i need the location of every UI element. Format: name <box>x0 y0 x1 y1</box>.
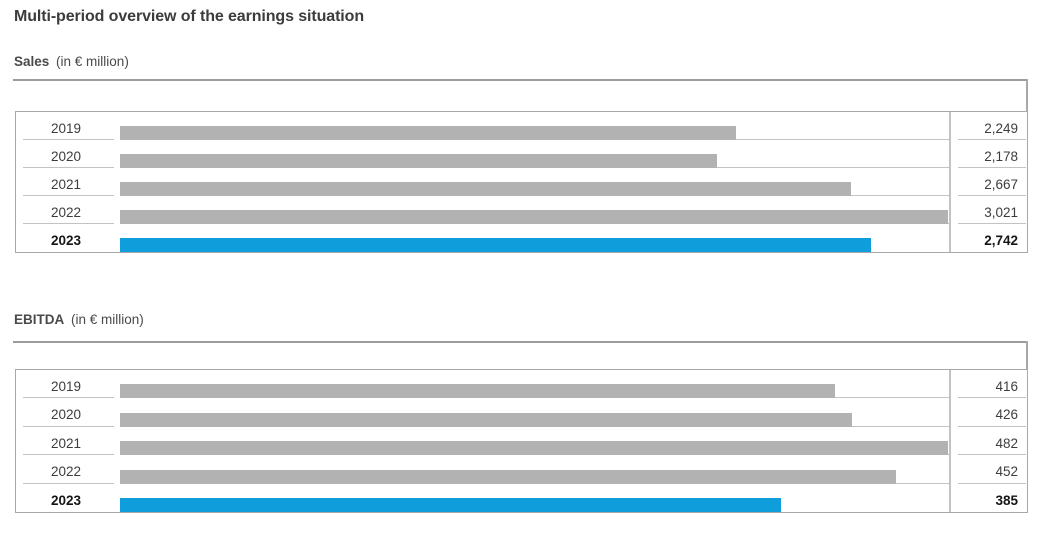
year-label: 2023 <box>50 232 82 248</box>
sales-row-2023: 2023 2,742 <box>16 224 1027 252</box>
ebitda-bar-2019 <box>120 384 835 399</box>
value-cell: 2,249 <box>951 112 1027 140</box>
value-cell: 426 <box>951 398 1027 428</box>
sales-chart-rows: 2019 2,249 2020 2,178 2021 2,667 2022 3,021 2023… <box>16 112 1027 252</box>
sales-bar-2022 <box>120 210 948 224</box>
ebitda-row-2019: 2019 416 <box>16 370 1027 399</box>
year-cell: 2020 <box>16 140 116 168</box>
value-label: 416 <box>995 378 1018 394</box>
bar-cell <box>116 484 951 513</box>
ebitda-row-2023: 2023 385 <box>16 484 1027 513</box>
value-label: 2,249 <box>984 120 1018 136</box>
value-cell: 482 <box>951 427 1027 456</box>
ebitda-section-label: EBITDA (in € million) <box>14 312 144 327</box>
value-cell: 385 <box>951 484 1027 512</box>
sales-right-connector-line <box>1026 79 1028 112</box>
year-label: 2020 <box>50 148 82 164</box>
value-label: 2,667 <box>984 176 1018 192</box>
value-label: 3,021 <box>984 204 1018 220</box>
ebitda-bar-2023 <box>120 498 782 513</box>
sales-chart-title: Sales <box>14 54 50 69</box>
year-label: 2022 <box>50 464 82 480</box>
value-cell: 3,021 <box>951 196 1027 224</box>
ebitda-chart-rows: 2019 416 2020 426 2021 482 2022 452 2023 385 <box>16 370 1027 513</box>
sales-section-divider <box>13 79 1028 81</box>
bar-cell <box>116 455 951 485</box>
value-label: 2,178 <box>984 148 1018 164</box>
sales-bar-2021 <box>120 182 851 196</box>
sales-bar-2023 <box>120 238 872 252</box>
ebitda-section-divider <box>13 341 1028 343</box>
value-cell: 2,178 <box>951 140 1027 168</box>
sales-bar-2019 <box>120 126 737 140</box>
ebitda-bar-2022 <box>120 469 897 484</box>
year-label: 2019 <box>50 120 82 136</box>
bar-cell <box>116 370 951 399</box>
value-cell: 416 <box>951 370 1027 399</box>
value-label: 385 <box>995 492 1018 508</box>
value-label: 2,742 <box>984 232 1018 248</box>
sales-bar-2020 <box>120 154 717 168</box>
sales-row-2021: 2021 2,667 <box>16 168 1027 196</box>
bar-cell <box>116 398 951 428</box>
sales-row-2020: 2020 2,178 <box>16 140 1027 168</box>
year-cell: 2022 <box>16 455 116 485</box>
bar-cell <box>116 140 951 168</box>
ebitda-chart-unit: (in € million) <box>71 312 144 327</box>
ebitda-row-2020: 2020 426 <box>16 398 1027 428</box>
year-cell: 2022 <box>16 196 116 224</box>
value-cell: 2,742 <box>951 224 1027 252</box>
year-cell: 2023 <box>16 484 116 512</box>
sales-value-column-divider <box>949 112 951 252</box>
year-cell: 2023 <box>16 224 116 252</box>
value-label: 452 <box>995 464 1018 480</box>
value-label: 482 <box>995 435 1018 451</box>
sales-row-2022: 2022 3,021 <box>16 196 1027 224</box>
value-cell: 452 <box>951 455 1027 485</box>
ebitda-bar-2020 <box>120 412 852 427</box>
year-label: 2023 <box>50 492 82 508</box>
sales-chart-unit: (in € million) <box>56 54 129 69</box>
ebitda-chart-title: EBITDA <box>14 312 65 327</box>
year-cell: 2019 <box>16 370 116 399</box>
ebitda-row-2021: 2021 482 <box>16 427 1027 456</box>
page-title: Multi-period overview of the earnings si… <box>14 8 365 25</box>
ebitda-value-column-divider <box>949 370 951 512</box>
year-cell: 2021 <box>16 168 116 196</box>
year-label: 2019 <box>50 378 82 394</box>
ebitda-right-connector-line <box>1026 341 1028 370</box>
value-cell: 2,667 <box>951 168 1027 196</box>
year-cell: 2021 <box>16 427 116 456</box>
ebitda-bar-chart: 2019 416 2020 426 2021 482 2022 452 2023 385 <box>15 369 1028 513</box>
bar-cell <box>116 168 951 196</box>
value-label: 426 <box>995 407 1018 423</box>
year-cell: 2019 <box>16 112 116 140</box>
year-label: 2021 <box>50 435 82 451</box>
sales-bar-chart: 2019 2,249 2020 2,178 2021 2,667 2022 3,021 2023… <box>15 111 1028 253</box>
year-cell: 2020 <box>16 398 116 428</box>
bar-cell <box>116 112 951 140</box>
sales-row-2019: 2019 2,249 <box>16 112 1027 140</box>
bar-cell <box>116 196 951 224</box>
bar-cell <box>116 427 951 456</box>
bar-cell <box>116 224 951 252</box>
year-label: 2021 <box>50 176 82 192</box>
sales-section-label: Sales (in € million) <box>14 54 129 69</box>
ebitda-bar-2021 <box>120 441 948 456</box>
year-label: 2020 <box>50 407 82 423</box>
ebitda-row-2022: 2022 452 <box>16 455 1027 485</box>
year-label: 2022 <box>50 204 82 220</box>
